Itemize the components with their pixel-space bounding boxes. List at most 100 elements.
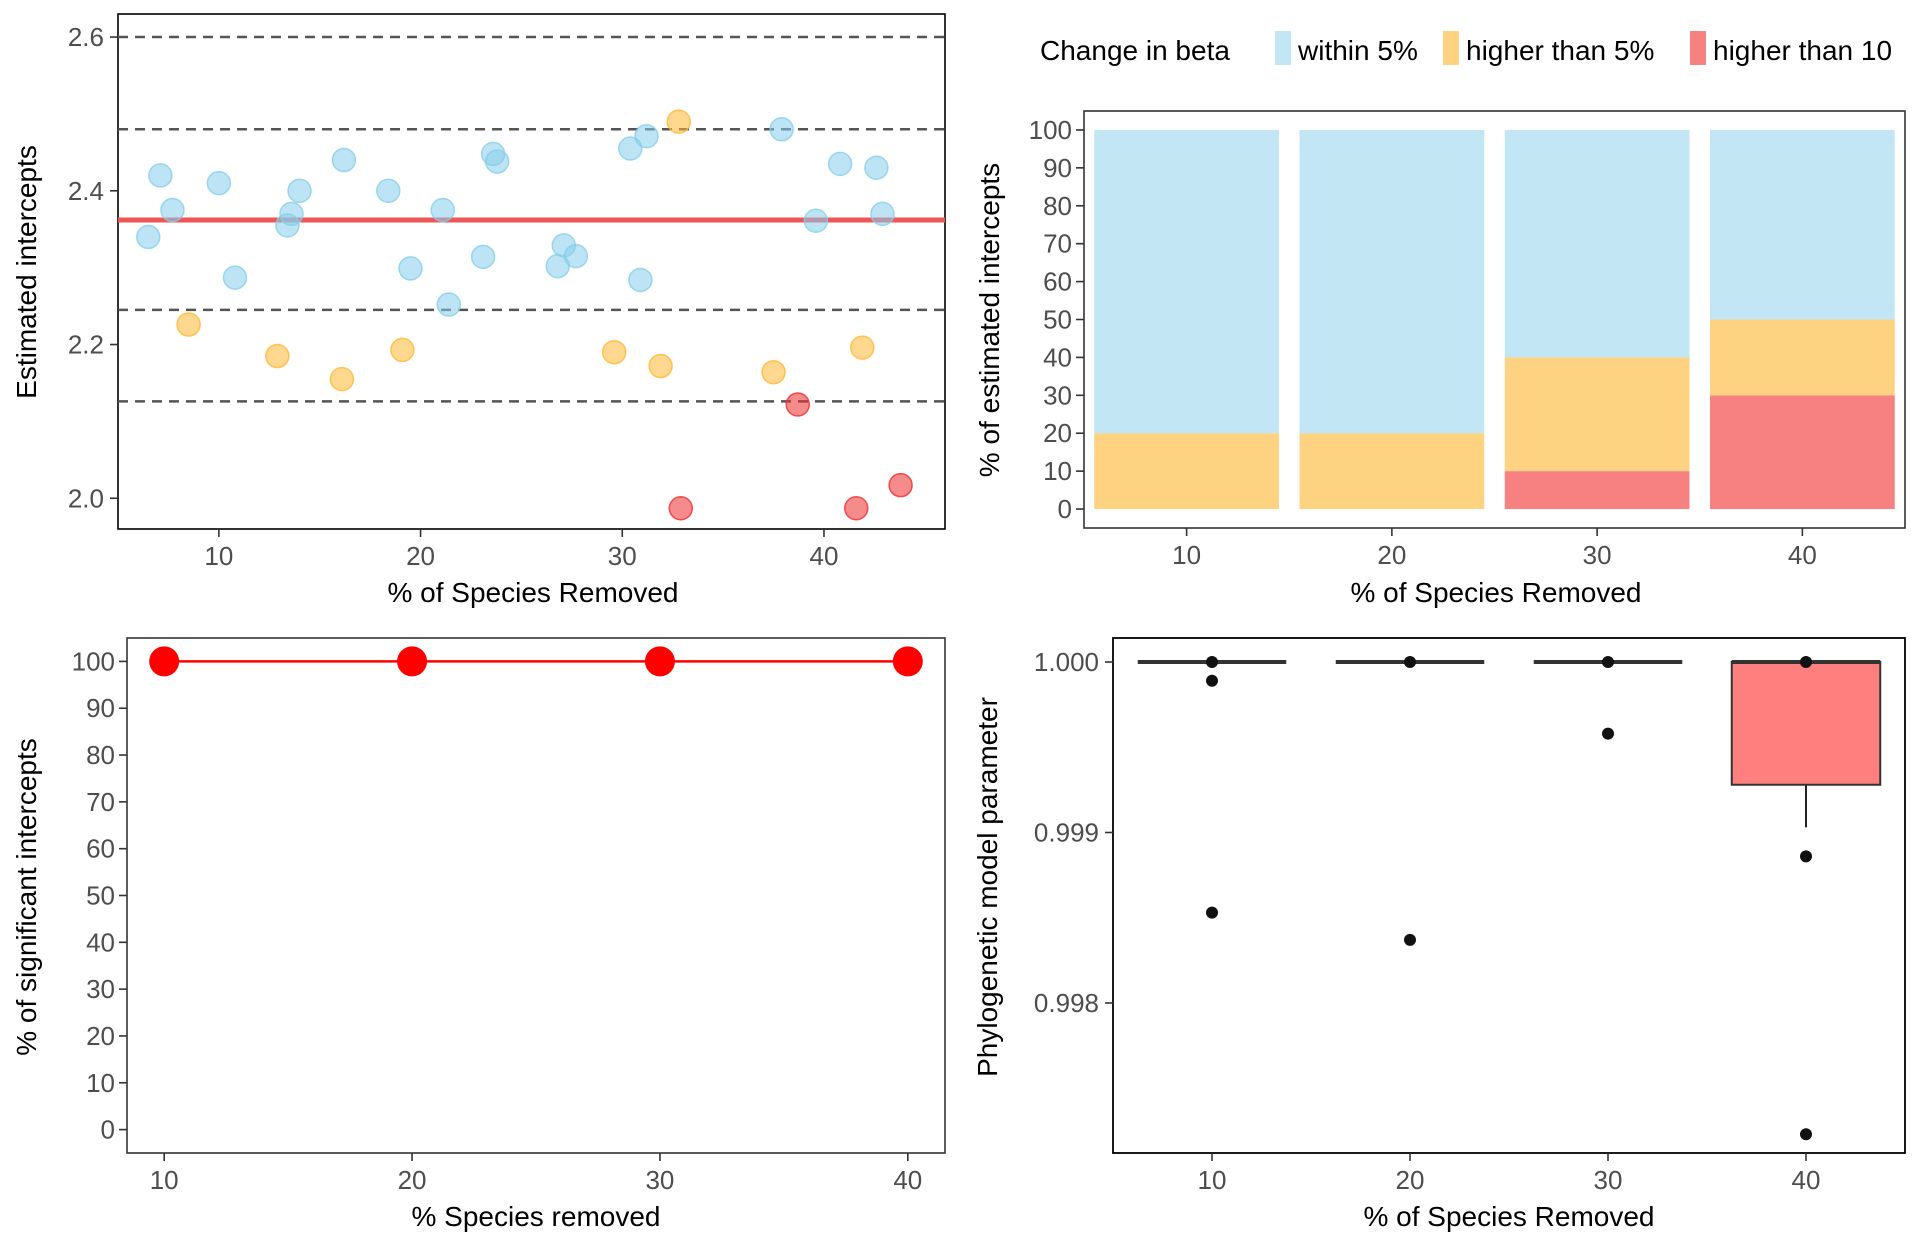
panel-intercepts-scatter: 10 20 30 40 2.0 2.2 2.4 2.6 % of Species Remove… [11,13,946,608]
box-x-axis-label: % of Species Removed [1363,1201,1654,1232]
scatter-point-within [279,201,304,227]
scatter-point-within [160,197,185,223]
scatter-point-within [331,147,357,173]
box-body [1730,661,1882,786]
box-ticks: 10 20 30 40 0.998 0.999 1.000 [1034,647,1821,1195]
scatter-point-within [148,163,173,188]
scatter-point-higher5 [176,312,201,337]
scatter-point-within [136,224,161,250]
scatter-point-higher5 [601,339,627,365]
legend: Change in beta within 5% higher than 5% … [1040,31,1892,66]
scatter-point-within [222,265,248,290]
y-tick-label: 100 [72,646,115,676]
scatter-point-within [436,292,462,317]
y-tick-label: 10 [1043,456,1072,486]
box-panel-border [1112,637,1906,1154]
bar-segment-higher5 [1710,319,1895,396]
bar-segment-higher10 [1710,395,1895,510]
scatter-point-within [870,201,895,227]
significance-point [149,646,180,677]
x-tick-label: 20 [1377,540,1406,570]
scatter-point-within [769,117,794,142]
legend-swatch-higher10 [1690,31,1706,65]
box-outlier-point [1800,850,1812,863]
x-tick-label: 40 [810,541,839,571]
scatter-point-within [484,149,510,174]
box-y-axis-label: Phylogenetic model parameter [972,697,1003,1077]
scatter-ticks: 10 20 30 40 2.0 2.2 2.4 2.6 [68,22,839,571]
significance-point [644,646,675,677]
line-ticks: 10 20 30 40 0 10 20 30 40 50 60 70 80 90 100 [72,646,923,1195]
box-outlier-point [1404,933,1416,946]
y-tick-label: 0.998 [1034,988,1099,1018]
scatter-point-higher10 [888,472,913,498]
x-tick-label: 30 [1594,1165,1623,1195]
box-outlier-point [1206,656,1218,668]
y-tick-label: 30 [86,974,115,1004]
y-tick-label: 60 [1043,267,1072,297]
bar-segment-within [1710,129,1895,320]
scatter-point-within [398,256,423,281]
scatter-point-higher10 [668,495,694,521]
legend-label-higher5: higher than 5% [1466,35,1654,66]
y-tick-label: 30 [1043,380,1072,410]
x-tick-label: 30 [608,541,637,571]
scatter-y-axis-label: Estimated intercepts [11,145,42,399]
y-tick-label: 0 [101,1115,115,1145]
scatter-point-within [430,197,455,223]
legend-swatch-higher5 [1443,31,1459,65]
panel-boxplot: 10 20 30 40 0.998 0.999 1.000 % of Species Rem… [972,637,1906,1232]
scatter-x-axis-label: % of Species Removed [387,577,678,608]
bar-segment-higher10 [1504,471,1690,510]
y-tick-label: 40 [1043,342,1072,372]
x-tick-label: 40 [1792,1165,1821,1195]
y-tick-label: 70 [1043,229,1072,259]
x-tick-label: 10 [150,1165,179,1195]
line-panel-border [126,637,946,1154]
scatter-marks [117,13,946,530]
scatter-point-within [287,178,312,204]
y-tick-label: 20 [86,1021,115,1051]
bar-segment-within [1094,129,1279,434]
y-tick-label: 10 [86,1068,115,1098]
scatter-point-within [864,155,889,180]
y-tick-label: 0 [1058,494,1072,524]
y-tick-label: 100 [1029,115,1072,145]
x-tick-label: 10 [204,541,233,571]
box-outlier-point [1602,727,1614,740]
line-x-axis-label: % Species removed [411,1201,660,1232]
box-outlier-point [1206,674,1218,687]
bar-x-axis-label: % of Species Removed [1350,577,1641,608]
y-tick-label: 50 [1043,305,1072,335]
box-marks [1112,637,1906,1154]
y-tick-label: 20 [1043,418,1072,448]
y-tick-label: 90 [86,693,115,723]
scatter-point-higher5 [390,337,415,363]
legend-swatch-within [1275,31,1291,65]
bar-segment-higher5 [1504,357,1690,472]
y-tick-label: 2.2 [68,330,104,360]
y-tick-label: 2.0 [68,483,104,513]
box-outlier-point [1800,1128,1812,1141]
scatter-point-higher10 [843,495,869,521]
box-outlier-point [1602,656,1614,668]
x-tick-label: 30 [645,1165,674,1195]
x-tick-label: 40 [1788,540,1817,570]
scatter-point-within [634,123,659,149]
bar-segment-within [1504,129,1690,358]
scatter-panel-border [117,13,946,530]
scatter-point-within [618,136,643,161]
scatter-point-higher5 [761,359,786,385]
x-tick-label: 20 [406,541,435,571]
y-tick-label: 40 [86,927,115,957]
x-tick-label: 40 [893,1165,922,1195]
scatter-point-within [470,244,496,270]
bar-segment-within [1299,129,1485,434]
y-tick-label: 90 [1043,153,1072,183]
legend-label-within: within 5% [1297,35,1418,66]
y-tick-label: 70 [86,787,115,817]
panel-significant-line: 10 20 30 40 0 10 20 30 40 50 60 70 80 90 100 % Species… [11,637,946,1232]
scatter-point-higher5 [850,335,875,360]
x-tick-label: 10 [1172,540,1201,570]
